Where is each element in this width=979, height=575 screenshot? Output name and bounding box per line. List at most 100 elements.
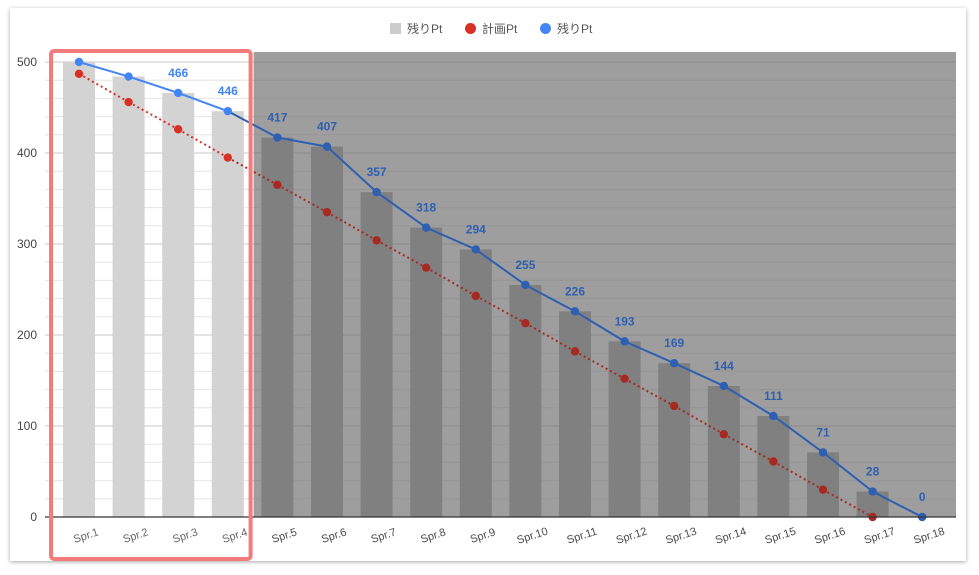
data-label: 28: [866, 465, 880, 479]
bar: [757, 415, 790, 517]
data-label: 466: [168, 66, 188, 80]
actual-point: [322, 142, 332, 151]
plan-point: [818, 485, 828, 494]
data-label: 226: [565, 284, 585, 298]
plan-point: [570, 347, 580, 356]
x-tick-label: Spr.12: [615, 526, 649, 547]
x-tick-label: Spr.2: [122, 526, 150, 545]
data-label: 111: [764, 389, 783, 403]
bar: [658, 363, 691, 517]
legend-label: 残りPt: [557, 22, 593, 36]
highlight-box: [49, 49, 253, 561]
x-tick-label: Spr.14: [714, 526, 748, 547]
x-tick-label: Spr.9: [469, 526, 497, 545]
actual-point: [471, 245, 480, 254]
actual-point: [223, 106, 232, 116]
actual-point: [769, 411, 778, 421]
data-label: 318: [416, 201, 436, 215]
actual-point: [422, 223, 431, 232]
actual-line-segment: [177, 92, 229, 113]
actual-line-segment: [822, 451, 874, 493]
y-tick-label: 400: [17, 146, 37, 160]
plan-line: [74, 69, 877, 522]
legend: 残りPt 計画Pt 残りPt: [390, 21, 593, 36]
data-label: 71: [816, 425, 830, 439]
bar: [856, 491, 889, 517]
actual-line-segment: [326, 145, 378, 193]
x-tick-label: Spr.15: [763, 526, 797, 547]
plan-point: [620, 374, 629, 383]
shaded-region: [253, 52, 957, 518]
plan-point: [670, 401, 679, 411]
bar: [707, 385, 740, 517]
plan-point: [372, 236, 381, 245]
y-tick-label: 500: [17, 55, 37, 69]
x-tick-label: Spr.17: [863, 526, 897, 547]
actual-line-segment: [872, 490, 923, 518]
plan-point: [74, 69, 84, 79]
plan-point: [174, 125, 183, 134]
legend-label: 残りPt: [407, 22, 443, 36]
plan-point: [422, 263, 431, 272]
actual-point: [372, 187, 381, 197]
legend-label: 計画Pt: [482, 21, 518, 36]
data-labels: 466 446 417 407 357 318 294 255 226 193 169 144 111 7…: [168, 66, 926, 504]
plan-point: [124, 97, 133, 107]
bar: [360, 192, 393, 517]
actual-point: [74, 57, 84, 67]
plan-point: [223, 153, 232, 162]
actual-line-segment: [772, 415, 824, 454]
actual-point: [719, 381, 728, 391]
actual-line-segment: [475, 248, 526, 286]
actual-line-segment: [376, 191, 427, 229]
plan-point: [471, 291, 480, 301]
x-axis: Spr.1 Spr.2 Spr.3 Spr.4 Spr.5 Spr.6 Spr.7 Spr.8…: [72, 526, 946, 547]
data-label: 357: [367, 165, 387, 179]
bar: [211, 111, 244, 517]
bar: [311, 146, 343, 517]
bar: [410, 227, 443, 517]
x-tick-label: Spr.3: [171, 526, 199, 545]
x-tick-label: Spr.6: [320, 526, 348, 545]
actual-point: [620, 337, 629, 346]
x-tick-label: Spr.10: [515, 526, 549, 547]
actual-line-segment: [524, 284, 576, 313]
bar: [162, 92, 195, 517]
actual-line-segment: [574, 310, 626, 343]
bar: [112, 76, 145, 517]
y-axis: 0 100 200 300 400 500: [17, 55, 956, 524]
shade-background: [253, 52, 957, 517]
actual-point: [273, 133, 282, 142]
legend-swatch: [390, 23, 401, 34]
y-tick-label: 100: [17, 419, 37, 433]
data-label: 144: [714, 359, 734, 373]
actual-line-segment: [624, 340, 675, 365]
actual-point: [818, 448, 828, 457]
actual-point: [868, 487, 877, 496]
data-label: 169: [664, 336, 684, 350]
data-label: 294: [466, 222, 486, 236]
bar: [261, 137, 294, 517]
x-tick-label: Spr.7: [370, 526, 398, 545]
data-label: 193: [615, 314, 635, 328]
x-tick-label: Spr.18: [912, 526, 946, 547]
x-tick-label: Spr.13: [664, 526, 698, 547]
y-tick-label: 200: [17, 328, 37, 342]
data-label: 407: [317, 120, 337, 134]
actual-point: [521, 280, 530, 290]
actual-line-segment: [723, 385, 774, 417]
y-tick-label: 0: [30, 510, 37, 524]
x-tick-label: Spr.8: [419, 526, 447, 545]
data-label: 255: [515, 258, 535, 272]
actual-point: [670, 359, 679, 368]
x-tick-label: Spr.1: [72, 526, 100, 545]
y-tick-label: 300: [17, 237, 37, 251]
bars: [63, 62, 889, 517]
actual-line-segment: [673, 362, 725, 387]
x-tick-label: Spr.16: [813, 526, 847, 547]
plan-point: [322, 207, 332, 217]
plan-point: [273, 180, 282, 190]
actual-point: [124, 72, 133, 81]
actual-point: [174, 88, 183, 98]
